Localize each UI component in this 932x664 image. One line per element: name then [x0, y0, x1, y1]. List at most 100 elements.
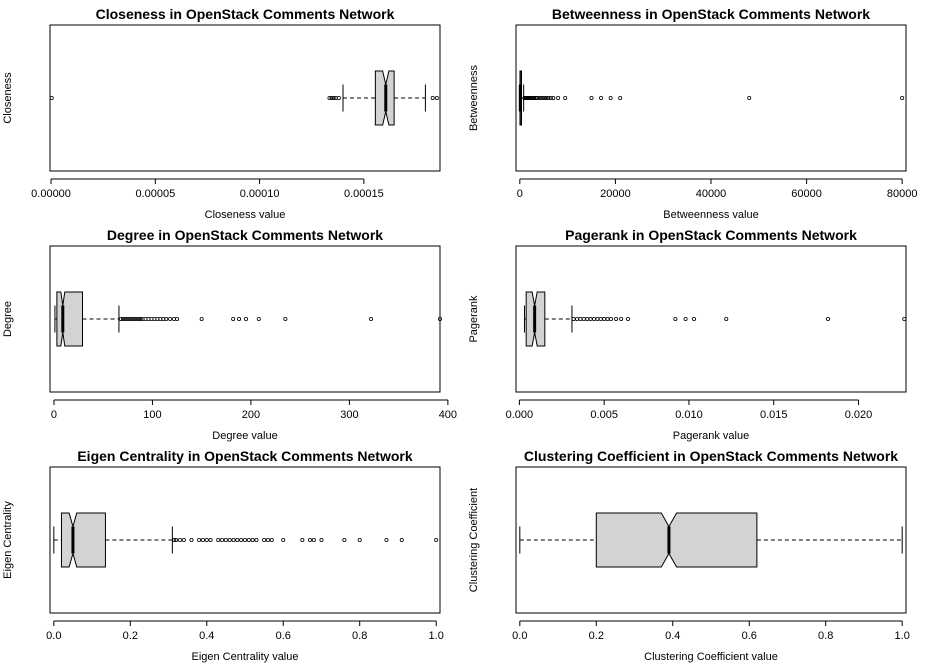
outlier-point — [283, 316, 288, 321]
x-tick-label: 0 — [517, 188, 523, 200]
outlier-point — [254, 538, 259, 543]
outlier-point — [544, 96, 549, 101]
x-tick-label: 0.015 — [760, 409, 788, 421]
chart-title: Eigen Centrality in OpenStack Comments N… — [77, 448, 413, 464]
outlier-point — [692, 316, 697, 321]
outlier-point — [357, 538, 362, 543]
outlier-point — [49, 96, 54, 101]
outlier-point — [605, 316, 610, 321]
x-tick-label: 20000 — [600, 188, 631, 200]
outlier-point — [384, 538, 389, 543]
outlier-point — [136, 316, 141, 321]
x-tick-label: 200 — [242, 409, 260, 421]
outlier-point — [724, 316, 729, 321]
outlier-point — [118, 316, 123, 321]
outlier-point — [300, 538, 305, 543]
notched-box — [595, 512, 758, 568]
chart-title: Degree in OpenStack Comments Network — [107, 227, 383, 243]
outlier-point — [556, 96, 561, 101]
outlier-point — [200, 538, 205, 543]
outlier-point — [250, 538, 255, 543]
outlier-point — [124, 316, 129, 321]
outlier-point — [599, 96, 604, 101]
outlier-point — [243, 316, 248, 321]
outlier-point — [327, 96, 332, 101]
x-tick-label: 0.4 — [199, 630, 214, 642]
outlier-point — [608, 96, 613, 101]
outlier-point — [399, 538, 404, 543]
outlier-point — [551, 96, 556, 101]
outlier-point — [434, 538, 439, 543]
outlier-point — [231, 538, 236, 543]
y-axis-label: Eigen Centrality — [2, 501, 14, 579]
outlier-point — [177, 538, 182, 543]
outlier-point — [900, 96, 905, 101]
outlier-point — [369, 316, 374, 321]
outlier-point — [122, 316, 127, 321]
degree-panel: Degree in OpenStack Comments Network 0 100… — [2, 227, 457, 442]
y-axis-label: Betweenness — [468, 64, 480, 131]
outlier-point — [134, 316, 139, 321]
outlier-point — [902, 316, 907, 321]
x-tick-label: 0.0 — [46, 630, 61, 642]
outlier-point — [246, 538, 251, 543]
outlier-point — [625, 316, 630, 321]
betweenness-panel: Betweenness in OpenStack Comments Networ… — [468, 6, 917, 221]
outlier-point — [589, 96, 594, 101]
x-axis-label: Closeness value — [205, 209, 286, 221]
outlier-point — [608, 316, 613, 321]
outlier-point — [434, 96, 439, 101]
outlier-point — [598, 316, 603, 321]
outlier-point — [189, 538, 194, 543]
outlier-point — [336, 96, 341, 101]
x-tick-label: 0.020 — [845, 409, 873, 421]
x-tick-label: 0.8 — [818, 630, 833, 642]
outlier-point — [265, 538, 270, 543]
outlier-point — [430, 96, 435, 101]
outlier-point — [329, 96, 334, 101]
x-tick-label: 0.8 — [352, 630, 367, 642]
outlier-point — [437, 316, 442, 321]
x-tick-label: 0.00005 — [135, 188, 175, 200]
x-tick-label: 1.0 — [429, 630, 444, 642]
x-tick-label: 0.000 — [506, 409, 534, 421]
outlier-point — [227, 538, 232, 543]
outlier-point — [536, 96, 541, 101]
x-axis-label: Clustering Coefficient value — [644, 651, 778, 663]
outlier-point — [181, 538, 186, 543]
outlier-point — [204, 538, 209, 543]
outlier-point — [581, 316, 586, 321]
outlier-point — [216, 538, 221, 543]
outlier-point — [168, 316, 173, 321]
outlier-point — [602, 316, 607, 321]
x-tick-label: 0 — [51, 409, 57, 421]
x-tick-label: 0.6 — [276, 630, 291, 642]
outlier-point — [239, 538, 244, 543]
outlier-point — [585, 316, 590, 321]
outlier-point — [342, 538, 347, 543]
outlier-point — [826, 316, 831, 321]
outlier-point — [132, 316, 137, 321]
plot-frame — [49, 245, 441, 393]
outlier-point — [199, 316, 204, 321]
outlier-point — [538, 96, 543, 101]
outlier-point — [281, 538, 286, 543]
notched-box — [60, 512, 106, 568]
outlier-point — [231, 316, 236, 321]
outlier-point — [542, 96, 547, 101]
x-tick-label: 0.6 — [742, 630, 757, 642]
notched-box — [56, 291, 83, 347]
x-tick-label: 0.00015 — [344, 188, 384, 200]
x-tick-label: 0.010 — [675, 409, 703, 421]
chart-title: Clustering Coefficient in OpenStack Comm… — [524, 448, 898, 464]
outlier-point — [256, 316, 261, 321]
outlier-point — [618, 96, 623, 101]
outlier-point — [197, 538, 202, 543]
outlier-point — [331, 96, 336, 101]
y-axis-label: Clustering Coefficient — [468, 488, 480, 592]
outlier-point — [575, 316, 580, 321]
outlier-point — [126, 316, 131, 321]
outlier-point — [223, 538, 228, 543]
x-tick-label: 80000 — [887, 188, 918, 200]
